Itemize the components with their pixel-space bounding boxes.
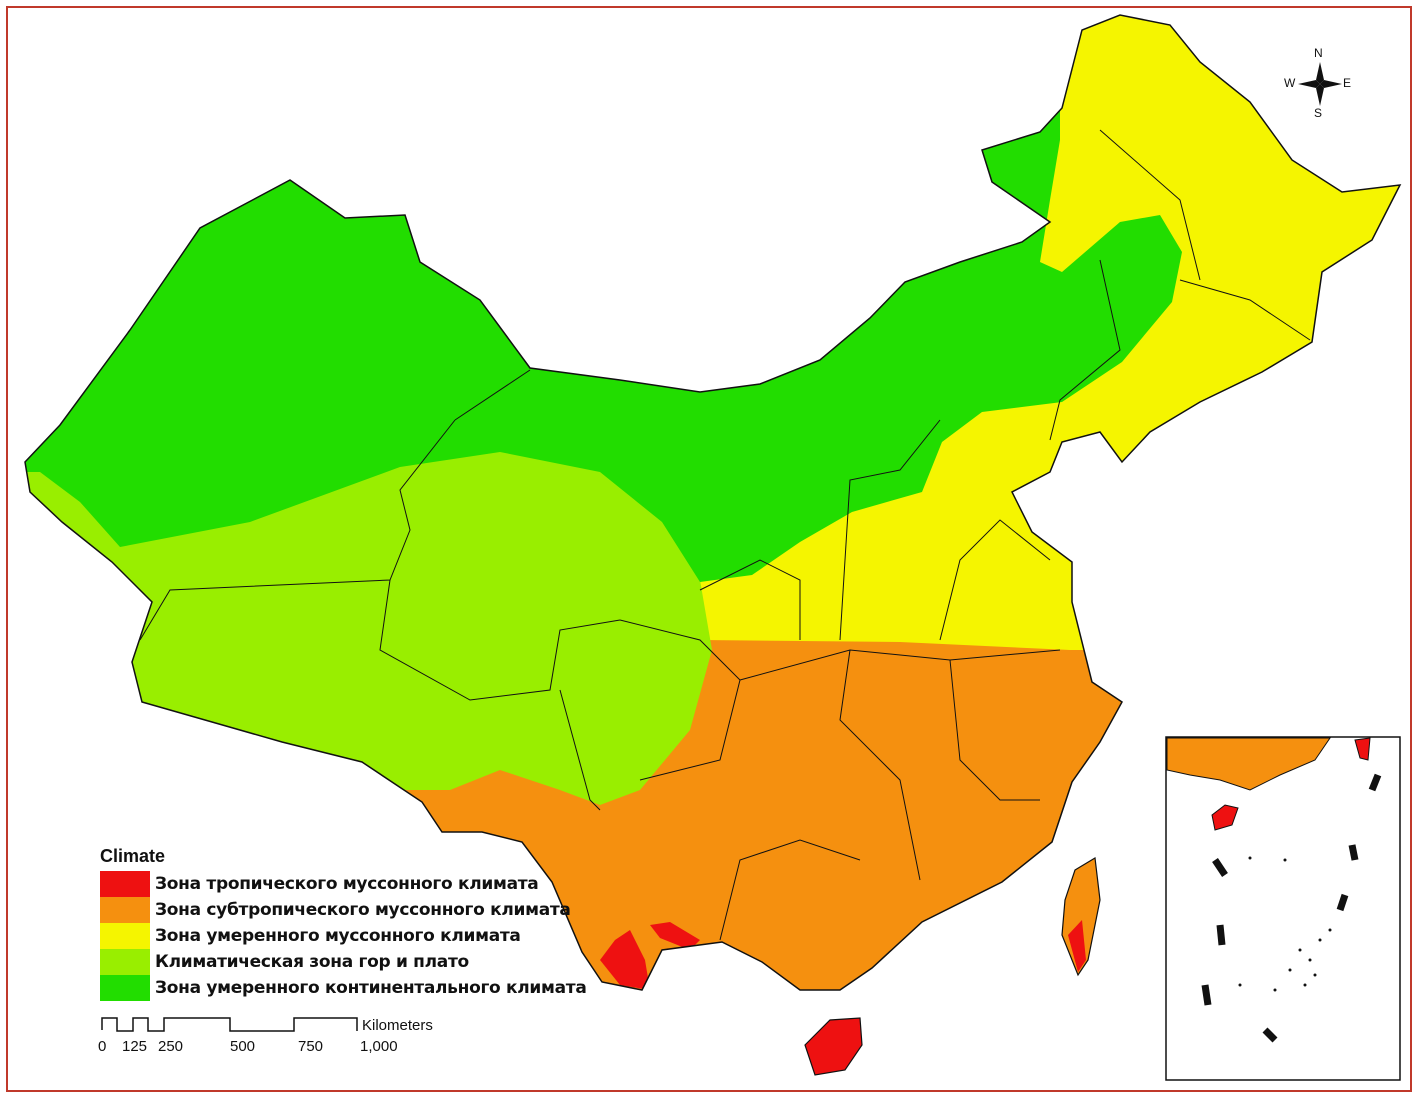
- province-borders: [139, 129, 1311, 941]
- legend-label: Зона умеренного муссонного климата: [155, 926, 521, 946]
- legend: Climate Зона тропического муссонного кли…: [100, 846, 587, 1001]
- legend-label: Зона тропического муссонного климата: [155, 874, 539, 894]
- zone-tropical-leizhou: [836, 988, 848, 990]
- hainan-island: [804, 1017, 863, 1076]
- scale-tick: 750: [298, 1038, 324, 1055]
- scale-unit: Kilometers: [362, 1017, 433, 1034]
- zone-tropical-yunnan: [600, 930, 650, 990]
- legend-swatch-mountain: [100, 949, 150, 975]
- map-frame: [6, 6, 1412, 1092]
- legend-label: Зона умеренного континентального климата: [155, 978, 587, 998]
- legend-swatch-continental: [100, 975, 150, 1001]
- scale-tick: 500: [230, 1038, 256, 1055]
- legend-swatch-tropical: [100, 871, 150, 897]
- legend-swatch-temperate-monsoon: [100, 923, 150, 949]
- scale-tick: 250: [158, 1038, 184, 1055]
- legend-item: Зона умеренного континентального климата: [100, 975, 587, 1001]
- legend-title: Climate: [100, 846, 166, 866]
- compass-rose: [1298, 62, 1342, 106]
- compass-north: N: [1314, 46, 1323, 60]
- compass-south: S: [1314, 106, 1323, 120]
- legend-item: Зона тропического муссонного климата: [100, 871, 587, 897]
- south-china-sea-inset: [1165, 736, 1401, 1081]
- compass-west: W: [1284, 76, 1296, 90]
- legend-label: Зона субтропического муссонного климата: [155, 900, 571, 920]
- legend-label: Климатическая зона гор и плато: [155, 952, 469, 972]
- scale-tick: 125: [122, 1038, 148, 1055]
- scale-tick: 0: [98, 1038, 107, 1055]
- legend-item: Климатическая зона гор и плато: [100, 949, 587, 975]
- zone-tropical-guangxi: [650, 922, 700, 950]
- legend-item: Зона субтропического муссонного климата: [100, 897, 587, 923]
- scale-bar: [101, 1017, 358, 1032]
- legend-item: Зона умеренного муссонного климата: [100, 923, 587, 949]
- scale-tick: 1,000: [360, 1038, 398, 1055]
- compass-east: E: [1343, 76, 1352, 90]
- taiwan-tropical: [1068, 920, 1086, 972]
- legend-swatch-subtropical: [100, 897, 150, 923]
